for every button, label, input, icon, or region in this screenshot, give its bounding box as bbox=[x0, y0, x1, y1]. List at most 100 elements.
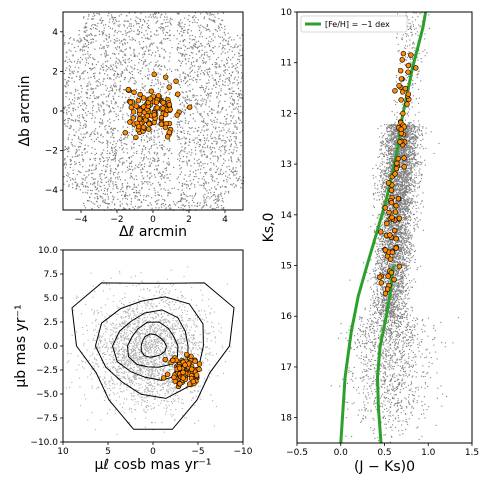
field-star bbox=[94, 117, 96, 119]
field-star bbox=[126, 353, 128, 355]
field-star bbox=[85, 125, 87, 128]
field-star bbox=[218, 137, 220, 139]
field-star bbox=[156, 129, 158, 132]
field-star bbox=[224, 361, 226, 363]
field-star bbox=[217, 25, 219, 27]
field-star bbox=[120, 359, 122, 361]
field-star bbox=[228, 174, 230, 176]
field-star bbox=[233, 132, 235, 134]
field-star bbox=[176, 350, 178, 352]
field-star bbox=[195, 106, 197, 109]
field-star bbox=[127, 308, 129, 310]
field-star bbox=[138, 338, 140, 340]
field-star bbox=[193, 15, 195, 17]
field-star bbox=[152, 391, 154, 393]
field-star bbox=[116, 140, 119, 142]
field-star bbox=[83, 116, 85, 119]
field-star bbox=[182, 96, 184, 98]
field-star bbox=[118, 20, 120, 22]
panel-sky-xtick-label: −4 bbox=[74, 215, 88, 225]
field-star bbox=[164, 153, 167, 155]
field-star bbox=[119, 272, 121, 274]
field-star bbox=[223, 64, 225, 67]
field-star bbox=[144, 342, 146, 344]
field-star bbox=[128, 339, 130, 341]
field-star bbox=[168, 385, 170, 387]
field-star bbox=[199, 36, 201, 38]
field-star bbox=[184, 73, 186, 75]
field-star bbox=[115, 60, 117, 63]
field-star bbox=[79, 41, 81, 43]
field-star bbox=[234, 125, 236, 127]
field-star bbox=[235, 137, 238, 139]
field-star bbox=[122, 92, 124, 95]
field-star bbox=[169, 29, 171, 32]
field-star bbox=[177, 322, 179, 324]
field-star bbox=[128, 81, 130, 83]
field-star bbox=[202, 120, 205, 122]
field-star bbox=[163, 330, 166, 332]
field-star bbox=[150, 184, 152, 186]
field-star bbox=[80, 91, 83, 93]
field-star bbox=[190, 390, 192, 393]
field-star bbox=[83, 148, 85, 151]
field-star bbox=[115, 335, 117, 337]
field-star bbox=[110, 323, 112, 325]
field-star bbox=[138, 335, 140, 337]
field-star bbox=[122, 198, 124, 200]
field-star bbox=[144, 85, 146, 87]
field-star bbox=[107, 141, 109, 143]
field-star bbox=[100, 133, 102, 135]
field-star bbox=[155, 326, 157, 328]
field-star bbox=[109, 152, 111, 154]
field-star bbox=[233, 174, 235, 176]
field-star bbox=[206, 134, 209, 136]
field-star bbox=[148, 334, 150, 336]
field-star bbox=[129, 177, 131, 179]
member-star bbox=[140, 95, 147, 101]
field-star bbox=[70, 353, 72, 355]
field-star bbox=[189, 173, 191, 176]
field-star bbox=[135, 339, 137, 341]
field-star bbox=[147, 37, 149, 39]
field-star bbox=[84, 136, 86, 138]
field-star bbox=[188, 57, 190, 60]
field-star bbox=[170, 337, 172, 339]
field-star bbox=[153, 139, 155, 141]
field-star bbox=[175, 308, 177, 310]
field-star bbox=[192, 347, 194, 349]
field-star bbox=[125, 48, 127, 50]
field-star bbox=[82, 54, 84, 56]
field-star bbox=[129, 345, 131, 347]
field-star bbox=[120, 371, 122, 373]
field-star bbox=[234, 46, 236, 48]
field-star bbox=[186, 156, 188, 158]
field-star bbox=[172, 351, 174, 354]
field-star bbox=[111, 159, 114, 161]
field-star bbox=[129, 354, 131, 356]
field-star bbox=[127, 364, 129, 366]
field-star bbox=[113, 74, 115, 76]
field-star bbox=[209, 169, 211, 171]
field-star bbox=[219, 122, 221, 124]
field-star bbox=[214, 36, 216, 38]
field-star bbox=[158, 110, 160, 112]
field-star bbox=[130, 361, 132, 363]
field-star bbox=[148, 78, 150, 80]
field-star bbox=[238, 159, 240, 161]
field-star bbox=[87, 170, 89, 172]
field-star bbox=[163, 57, 165, 59]
field-star bbox=[98, 163, 100, 165]
field-star bbox=[78, 29, 80, 32]
field-star bbox=[85, 120, 87, 123]
field-star bbox=[149, 330, 151, 332]
field-star bbox=[197, 162, 199, 164]
field-star bbox=[148, 63, 150, 65]
field-star bbox=[112, 151, 114, 153]
field-star bbox=[195, 98, 197, 100]
field-star bbox=[191, 21, 194, 24]
field-star bbox=[210, 92, 212, 94]
field-star bbox=[180, 342, 182, 344]
field-star bbox=[173, 343, 175, 346]
field-star bbox=[157, 76, 159, 78]
